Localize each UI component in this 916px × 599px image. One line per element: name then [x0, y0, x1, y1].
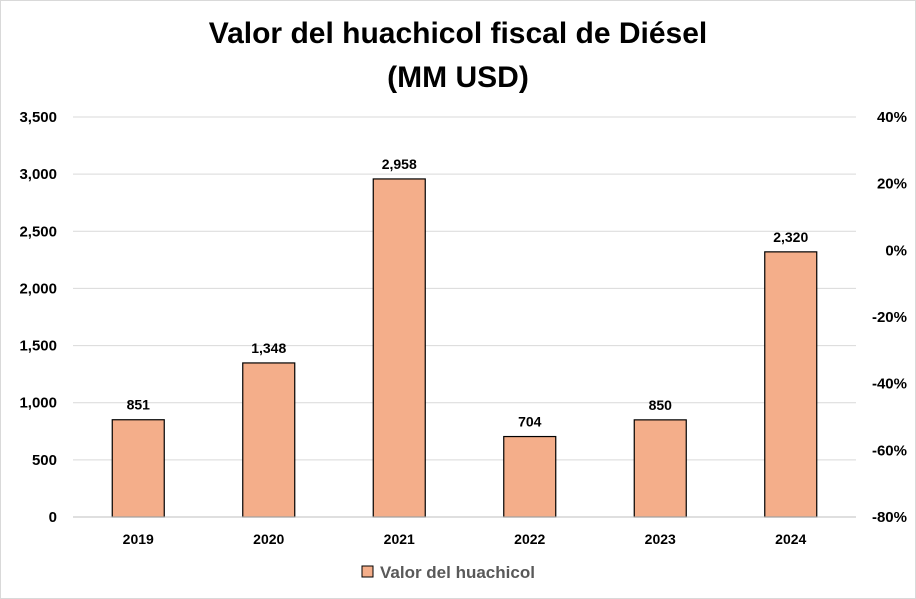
y2-tick-label: 0%: [885, 242, 907, 259]
bar: [503, 435, 557, 518]
y-tick-label: 0: [49, 509, 57, 526]
bars: [111, 178, 818, 518]
data-label: 2,958: [382, 156, 417, 172]
y-tick-label: 3,500: [19, 109, 57, 126]
data-label: 2,320: [773, 229, 808, 245]
legend-label: Valor del huachicol: [380, 563, 535, 582]
y-axis-right: -80% -60% -40% -20% 0% 20% 40%: [872, 109, 907, 526]
y2-tick-label: -80%: [872, 509, 907, 526]
bar: [372, 178, 426, 518]
y-axis-left: 0 500 1,000 1,500 2,000 2,500 3,000 3,500: [19, 109, 57, 526]
x-axis: 2019 2020 2021 2022 2023 2024: [73, 516, 856, 547]
data-label: 1,348: [251, 340, 286, 356]
y2-tick-label: -20%: [872, 309, 907, 326]
y-tick-label: 500: [32, 452, 57, 469]
data-label: 851: [127, 397, 151, 413]
y2-tick-label: -60%: [872, 442, 907, 459]
y-tick-label: 1,500: [19, 338, 57, 355]
chart-title: Valor del huachicol fiscal de Diésel: [209, 17, 708, 50]
y2-tick-label: -40%: [872, 376, 907, 393]
bar: [764, 251, 818, 518]
bar: [111, 419, 165, 518]
data-labels: 851 1,348 2,958 704 850 2,320: [127, 156, 809, 430]
data-label: 850: [649, 397, 673, 413]
y-tick-label: 1,000: [19, 395, 57, 412]
y-tick-label: 3,000: [19, 166, 57, 183]
x-tick-label: 2024: [775, 531, 806, 547]
x-tick-label: 2023: [645, 531, 676, 547]
x-tick-label: 2022: [514, 531, 545, 547]
data-label: 704: [518, 414, 542, 430]
legend: Valor del huachicol: [361, 563, 535, 582]
bar: [633, 419, 687, 518]
x-tick-label: 2021: [384, 531, 415, 547]
y-tick-label: 2,500: [19, 223, 57, 240]
y2-tick-label: 20%: [877, 176, 907, 193]
bar: [242, 362, 296, 518]
y2-tick-label: 40%: [877, 109, 907, 126]
x-tick-label: 2020: [253, 531, 284, 547]
chart-subtitle: (MM USD): [387, 61, 529, 94]
legend-swatch: [361, 565, 374, 578]
x-tick-label: 2019: [123, 531, 154, 547]
gridlines: [73, 116, 856, 461]
y-tick-label: 2,000: [19, 280, 57, 297]
